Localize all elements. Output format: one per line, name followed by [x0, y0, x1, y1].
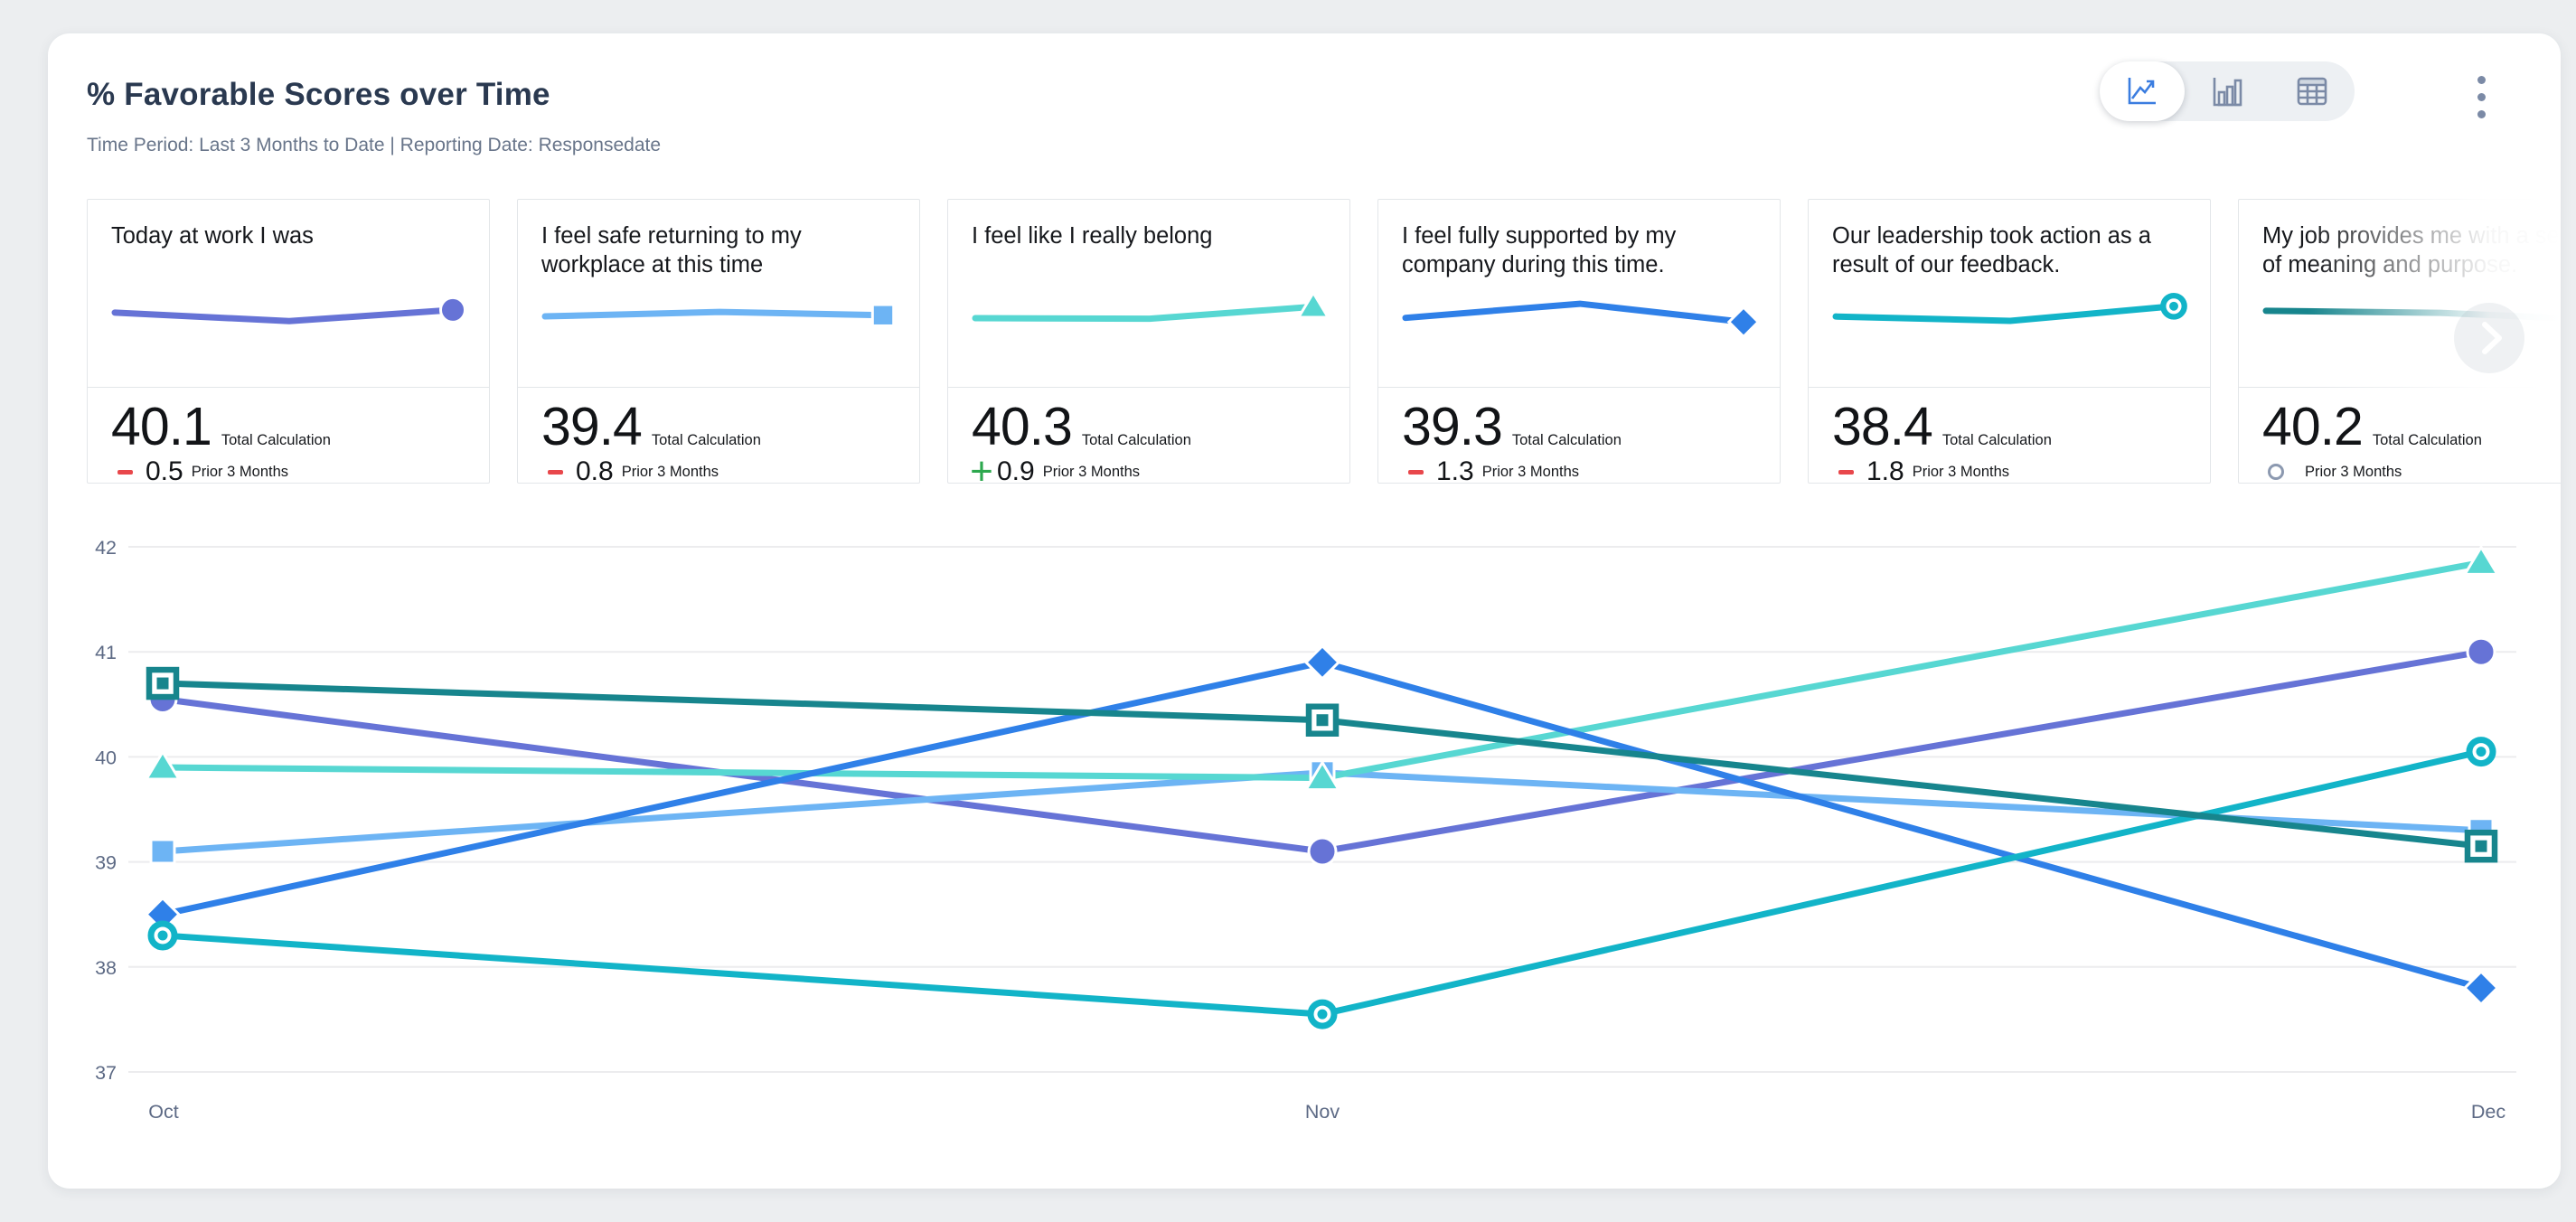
kpi-card-leadership-action[interactable]: Our leadership took action as a result o…: [1808, 199, 2211, 485]
series-marker-donut: [2476, 747, 2487, 757]
card-delta: 0.5: [146, 456, 183, 485]
series-marker-donut: [2169, 301, 2178, 311]
x-axis-tick-label: Oct: [148, 1101, 178, 1123]
series-marker-square-outline: [2475, 840, 2487, 852]
carousel-next-button[interactable]: [2454, 303, 2524, 373]
card-delta-label: Prior 3 Months: [191, 463, 289, 480]
series-marker-square-outline: [156, 677, 169, 690]
card-delta-label: Prior 3 Months: [1912, 463, 2010, 480]
card-delta-label: Prior 3 Months: [2305, 463, 2402, 480]
line-chart-view-button[interactable]: [2100, 61, 2185, 121]
series-marker-triangle: [2462, 544, 2500, 576]
line-chart-icon: [2128, 78, 2156, 105]
sparkline-path: [1832, 303, 2177, 324]
y-axis-tick-label: 38: [95, 957, 117, 979]
card-value: 40.1: [111, 397, 212, 456]
view-switcher: [2100, 61, 2355, 121]
y-axis-tick-label: 37: [95, 1062, 117, 1084]
kebab-dot: [2477, 75, 2486, 84]
bar-chart-view-button[interactable]: [2185, 61, 2270, 121]
table-view-button[interactable]: [2270, 61, 2355, 121]
card-value-label: Total Calculation: [2372, 432, 2482, 448]
series-marker-square: [149, 838, 176, 865]
kpi-card-feel-safe[interactable]: I feel safe returning to my workplace at…: [517, 199, 920, 485]
card-value-label: Total Calculation: [1081, 432, 1191, 448]
sparkline-path: [1402, 300, 1747, 325]
bar-chart-icon: [2213, 78, 2242, 107]
sparkline-path: [972, 303, 1317, 323]
kpi-card-fully-supported[interactable]: I feel fully supported by my company dur…: [1377, 199, 1781, 485]
card-value: 40.2: [2262, 397, 2364, 456]
card-question: Today at work I was: [111, 223, 314, 249]
card-delta: 1.3: [1436, 456, 1474, 485]
sparkline-path: [541, 308, 887, 320]
page-subtitle: Time Period: Last 3 Months to Date | Rep…: [87, 135, 662, 155]
series-marker-circle: [439, 296, 466, 324]
x-axis-tick-label: Dec: [2471, 1101, 2505, 1123]
card-delta: 0.9: [997, 456, 1035, 485]
card-delta-label: Prior 3 Months: [1481, 463, 1580, 480]
series-marker-square-outline: [146, 666, 180, 700]
y-axis-tick-label: 39: [95, 852, 117, 874]
series-marker-square: [870, 303, 896, 327]
series-marker-triangle: [1296, 290, 1330, 319]
series-marker-diamond: [2462, 969, 2500, 1007]
series-marker-square-outline: [2464, 829, 2498, 863]
delta-down-icon: [1832, 469, 1859, 475]
card-delta-label: Prior 3 Months: [1042, 463, 1141, 480]
more-options-button[interactable]: [2463, 70, 2499, 124]
series-marker-donut: [1317, 1009, 1328, 1020]
y-axis-tick-label: 42: [95, 537, 117, 559]
card-delta: 1.8: [1866, 456, 1904, 485]
card-value: 40.3: [972, 397, 1073, 456]
series-line: [159, 648, 2485, 855]
page-title: % Favorable Scores over Time: [87, 77, 550, 112]
x-axis-tick-label: Nov: [1305, 1101, 1340, 1123]
delta-down-icon: [541, 469, 569, 475]
sparkline: [972, 290, 1330, 323]
sparkline: [1402, 300, 1761, 339]
card-value-label: Total Calculation: [1511, 432, 1622, 448]
series-marker-diamond: [1303, 644, 1341, 681]
widget-panel: % Favorable Scores over Time Time Period…: [48, 33, 2561, 1189]
card-delta-label: Prior 3 Months: [621, 463, 719, 480]
y-axis-tick-label: 40: [95, 747, 117, 768]
series-marker-donut: [157, 930, 168, 941]
series-marker-circle: [1307, 836, 1338, 867]
delta-down-icon: [1402, 469, 1429, 475]
kpi-card-today-at-work[interactable]: Today at work I was 40.1 Total Calculatio…: [87, 199, 490, 485]
delta-down-icon: [111, 469, 138, 475]
table-icon: [2297, 77, 2327, 106]
delta-neutral-icon: [2262, 464, 2289, 481]
card-question: I feel safe returning to my workplace at…: [541, 223, 802, 278]
kebab-dot: [2477, 109, 2486, 118]
sparkline: [111, 296, 466, 324]
sparkline: [1832, 292, 2187, 324]
trend-line-chart[interactable]: 42 41 40 39 38 37 Oct Nov Dec: [48, 33, 2561, 1189]
sparkline-path: [111, 306, 456, 324]
card-question: Our leadership took action as a result o…: [1832, 223, 2151, 278]
card-question: I feel fully supported by my company dur…: [1402, 223, 1677, 278]
card-value: 38.4: [1832, 397, 1933, 456]
series-marker-square-outline: [1316, 714, 1329, 727]
card-value-label: Total Calculation: [221, 432, 331, 448]
chevron-right-icon: [2482, 322, 2502, 354]
series-marker-circle: [2466, 636, 2496, 667]
series-line: [159, 748, 2485, 1018]
card-question: I feel like I really belong: [972, 223, 1213, 249]
card-value: 39.3: [1402, 397, 1503, 456]
series-marker-triangle: [144, 749, 182, 781]
card-value-label: Total Calculation: [1941, 432, 2052, 448]
series-marker-diamond: [1726, 305, 1761, 339]
series-marker-triangle: [1303, 759, 1341, 792]
sparkline: [541, 303, 896, 327]
card-value: 39.4: [541, 397, 643, 456]
card-delta: 0.8: [576, 456, 614, 485]
card-value-label: Total Calculation: [651, 432, 761, 448]
kebab-dot: [2477, 92, 2486, 101]
kpi-card-really-belong[interactable]: I feel like I really belong 40.3 Total Ca…: [947, 199, 1350, 485]
y-axis-tick-label: 41: [95, 642, 117, 663]
